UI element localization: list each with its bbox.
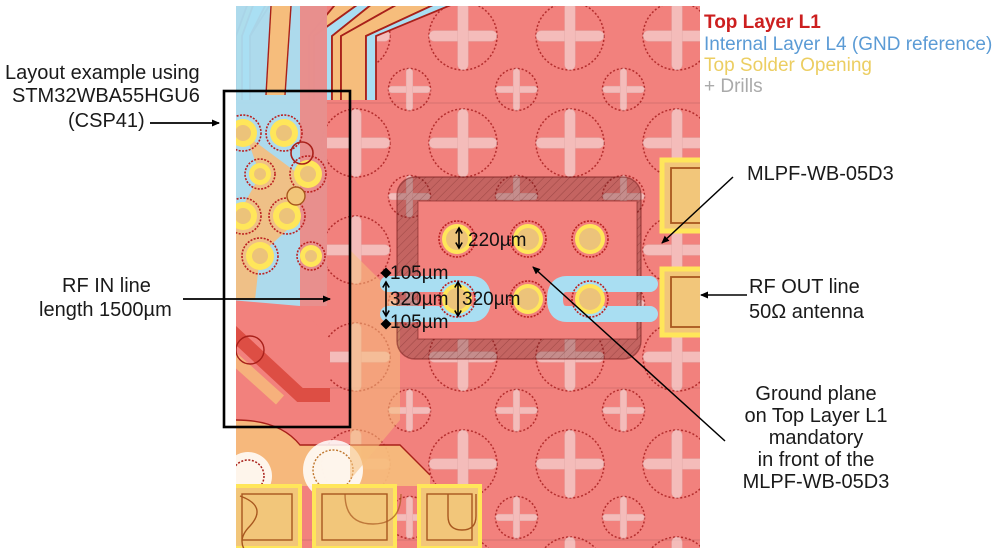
- svg-text:+ Drills: + Drills: [704, 76, 763, 97]
- svg-text:220µm: 220µm: [468, 230, 526, 251]
- svg-text:RF IN line: RF IN line: [62, 275, 151, 297]
- svg-text:105µm: 105µm: [390, 312, 448, 333]
- svg-text:Ground plane: Ground plane: [755, 383, 876, 405]
- svg-text:Top Layer L1: Top Layer L1: [704, 12, 821, 33]
- svg-text:Internal Layer L4 (GND referen: Internal Layer L4 (GND reference): [704, 34, 992, 55]
- svg-text:320µm: 320µm: [462, 289, 520, 310]
- svg-text:on Top Layer L1: on Top Layer L1: [744, 405, 887, 427]
- svg-text:in front of the: in front of the: [758, 449, 875, 471]
- svg-text:320µm: 320µm: [390, 289, 448, 310]
- svg-text:(CSP41): (CSP41): [68, 110, 145, 132]
- svg-text:105µm: 105µm: [390, 263, 448, 284]
- svg-text:50Ω antenna: 50Ω antenna: [749, 301, 865, 323]
- svg-text:Layout example using: Layout example using: [5, 62, 200, 84]
- svg-text:MLPF-WB-05D3: MLPF-WB-05D3: [747, 163, 894, 185]
- svg-text:mandatory: mandatory: [769, 427, 864, 449]
- svg-text:STM32WBA55HGU6: STM32WBA55HGU6: [12, 85, 200, 107]
- svg-text:MLPF-WB-05D3: MLPF-WB-05D3: [743, 471, 890, 493]
- svg-text:length 1500µm: length 1500µm: [39, 299, 172, 321]
- svg-text:RF OUT line: RF OUT line: [749, 276, 860, 298]
- svg-text:Top Solder Opening: Top Solder Opening: [704, 55, 872, 76]
